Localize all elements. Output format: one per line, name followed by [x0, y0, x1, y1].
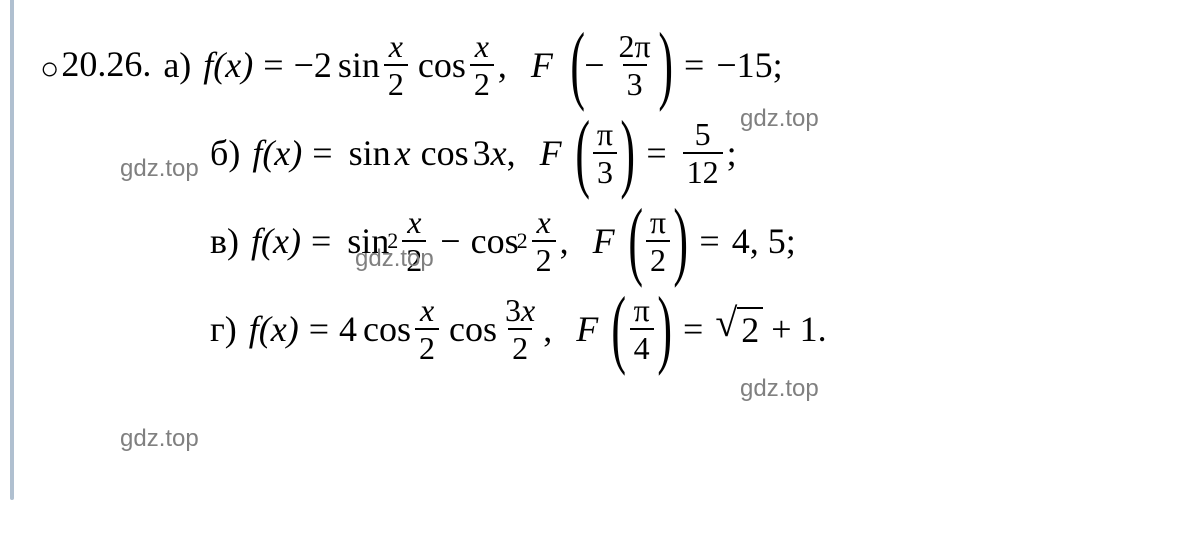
- x1: x: [395, 132, 411, 174]
- F: F: [576, 308, 598, 350]
- part-b-row: б) f(x) = sin x cos 3 x , F ( π 3 ) = 5 …: [210, 118, 1139, 188]
- eq2: =: [683, 308, 703, 350]
- one: 1.: [800, 308, 827, 350]
- problem-container: ○20.26. а) f(x) = −2 sin x 2 cos x 2 , F…: [0, 0, 1179, 412]
- sqrt2: √2: [715, 307, 763, 351]
- frac-x2-5: x 2: [415, 294, 439, 364]
- cos2: cos: [449, 308, 497, 350]
- comma: ,: [498, 44, 507, 86]
- neg: −: [584, 44, 604, 86]
- watermark-3: gdz.top: [355, 245, 434, 273]
- sin: sin: [349, 132, 391, 174]
- eq: =: [309, 308, 329, 350]
- eq2: =: [684, 44, 704, 86]
- coef: −2: [294, 44, 332, 86]
- rhs: 4, 5;: [732, 220, 796, 262]
- number-text: 20.26.: [61, 44, 151, 84]
- coef4: 4: [339, 308, 357, 350]
- c3: 3: [473, 132, 491, 174]
- comma: ,: [507, 132, 516, 174]
- comma: ,: [543, 308, 552, 350]
- part-a-label: а): [163, 44, 191, 86]
- plus: +: [771, 308, 791, 350]
- part-d-math: f(x) = 4 cos x 2 cos 3x 2 , F ( π 4 ) = …: [249, 294, 827, 364]
- eq: =: [312, 132, 332, 174]
- frac-512: 5 12: [683, 118, 723, 188]
- F: F: [593, 220, 615, 262]
- watermark-5: gdz.top: [120, 425, 199, 453]
- part-c-label: в): [210, 220, 239, 262]
- semi: ;: [727, 132, 737, 174]
- part-c-row: в) f(x) = sin 2 x 2 − cos 2 x 2 , F ( π …: [210, 206, 1139, 276]
- cos1: cos: [363, 308, 411, 350]
- frac-x2-2: x 2: [470, 30, 494, 100]
- part-b-label: б): [210, 132, 240, 174]
- eq2: =: [699, 220, 719, 262]
- frac-3x2: 3x 2: [501, 294, 539, 364]
- part-a-math: f(x) = −2 sin x 2 cos x 2 , F ( − 2π 3 )…: [203, 30, 782, 100]
- cos: cos: [421, 132, 469, 174]
- eq: =: [263, 44, 283, 86]
- F: F: [540, 132, 562, 174]
- problem-number: ○20.26.: [40, 43, 151, 86]
- watermark-2: gdz.top: [120, 155, 199, 183]
- fx: f(x): [249, 308, 299, 350]
- F: F: [531, 44, 553, 86]
- part-d-row: г) f(x) = 4 cos x 2 cos 3x 2 , F ( π 4 )…: [210, 294, 1139, 364]
- sin: sin: [338, 44, 380, 86]
- part-d-label: г): [210, 308, 237, 350]
- part-c-math: f(x) = sin 2 x 2 − cos 2 x 2 , F ( π 2 )…: [251, 206, 796, 276]
- frac-pi3: π 3: [593, 118, 617, 188]
- fx: f(x): [251, 220, 301, 262]
- frac-pi4: π 4: [630, 294, 654, 364]
- eq: =: [311, 220, 331, 262]
- watermark-1: gdz.top: [740, 105, 819, 133]
- minus: −: [440, 220, 460, 262]
- frac-pi2: π 2: [646, 206, 670, 276]
- circle-marker: ○: [40, 50, 59, 87]
- part-b-math: f(x) = sin x cos 3 x , F ( π 3 ) = 5 12 …: [252, 118, 736, 188]
- frac-2pi3: 2π 3: [615, 30, 655, 100]
- watermark-4: gdz.top: [740, 375, 819, 403]
- exp2: 2: [517, 228, 528, 254]
- cos: cos: [471, 220, 519, 262]
- cos: cos: [418, 44, 466, 86]
- fx: f(x): [252, 132, 302, 174]
- eq2: =: [646, 132, 666, 174]
- frac-x2-4: x 2: [532, 206, 556, 276]
- frac-x2-1: x 2: [384, 30, 408, 100]
- part-a-row: ○20.26. а) f(x) = −2 sin x 2 cos x 2 , F…: [40, 30, 1139, 100]
- x2: x: [491, 132, 507, 174]
- fx: f(x): [203, 44, 253, 86]
- rhs: −15;: [716, 44, 782, 86]
- comma: ,: [560, 220, 569, 262]
